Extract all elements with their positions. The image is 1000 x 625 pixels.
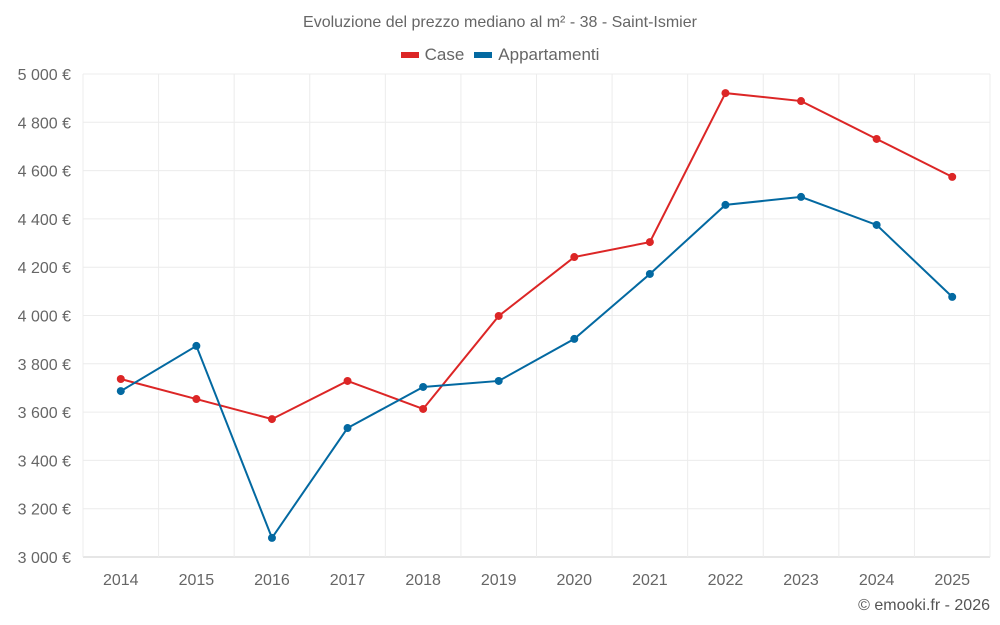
y-tick-label: 3 000 € [18, 550, 71, 567]
data-point-case [419, 404, 428, 413]
y-tick-label: 4 600 € [18, 164, 71, 181]
data-point-case [570, 253, 579, 262]
data-point-appartamenti [721, 200, 730, 209]
data-point-appartamenti [872, 220, 881, 229]
y-tick-label: 3 600 € [18, 405, 71, 422]
x-tick-label: 2017 [330, 572, 366, 589]
data-point-appartamenti [797, 192, 806, 201]
x-tick-label: 2015 [179, 572, 215, 589]
y-tick-label: 5 000 € [18, 67, 71, 84]
legend-label-appartamenti: Appartamenti [498, 45, 600, 64]
data-point-appartamenti [343, 424, 352, 433]
y-tick-label: 3 400 € [18, 453, 71, 470]
x-tick-label: 2016 [254, 572, 290, 589]
data-point-appartamenti [419, 382, 428, 391]
data-point-case [267, 415, 276, 424]
legend-swatch-case [400, 52, 419, 58]
x-tick-label: 2025 [934, 572, 970, 589]
x-tick-label: 2019 [481, 572, 517, 589]
data-point-appartamenti [192, 341, 201, 350]
y-tick-label: 4 800 € [18, 115, 71, 132]
data-point-case [872, 134, 881, 143]
data-point-case [116, 375, 125, 384]
legend-swatch-appartamenti [474, 52, 493, 58]
data-point-appartamenti [494, 376, 503, 385]
data-point-case [192, 395, 201, 404]
x-tick-label: 2021 [632, 572, 668, 589]
data-point-appartamenti [570, 334, 579, 343]
y-tick-label: 3 800 € [18, 357, 71, 374]
x-tick-label: 2020 [556, 572, 592, 589]
data-point-case [721, 89, 730, 98]
y-tick-label: 4 400 € [18, 212, 71, 229]
series-line-appartamenti [120, 195, 953, 541]
data-point-case [645, 238, 654, 247]
legend: Case Appartamenti [0, 45, 1000, 65]
data-point-case [948, 172, 957, 181]
data-point-appartamenti [645, 269, 654, 278]
y-tick-label: 4 000 € [18, 309, 71, 326]
x-tick-label: 2023 [783, 572, 819, 589]
data-point-appartamenti [267, 533, 276, 542]
y-tick-label: 4 200 € [18, 260, 71, 277]
data-point-appartamenti [948, 292, 957, 301]
x-tick-label: 2014 [103, 572, 139, 589]
data-point-case [494, 311, 503, 320]
x-tick-label: 2018 [405, 572, 441, 589]
chart-title: Evoluzione del prezzo mediano al m² - 38… [303, 14, 697, 31]
x-tick-label: 2024 [859, 572, 895, 589]
credit: © emooki.fr - 2026 [858, 597, 990, 614]
x-tick-label: 2022 [708, 572, 744, 589]
data-point-case [797, 97, 806, 106]
y-tick-label: 3 200 € [18, 502, 71, 519]
legend-item-appartamenti[interactable]: Appartamenti [474, 45, 599, 65]
data-point-appartamenti [116, 387, 125, 396]
legend-label-case: Case [424, 45, 465, 64]
legend-item-case[interactable]: Case [400, 45, 465, 65]
series-line-case [120, 92, 953, 421]
data-point-case [343, 376, 352, 385]
